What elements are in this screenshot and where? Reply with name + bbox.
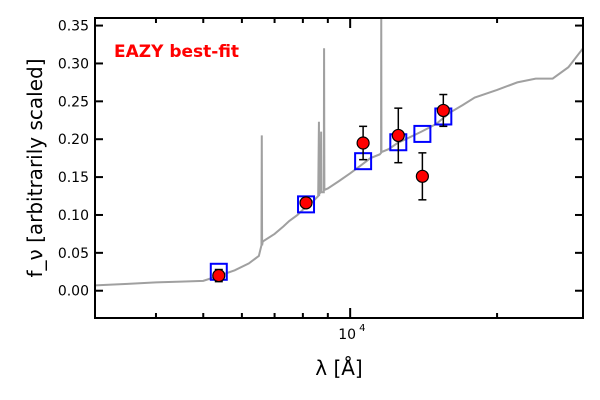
y-tick-label: 0.25 (58, 94, 89, 110)
y-tick-label: 0.00 (58, 284, 89, 300)
axes: 0.00 0.05 0.10 0.15 0.20 0.25 0.30 0.35 10 4 (58, 18, 583, 343)
x-axis-label: λ [Å] (315, 356, 362, 380)
y-axis-label: f_ν [arbitrarily scaled] (23, 59, 47, 278)
data-point (356, 136, 370, 150)
data-point (436, 103, 450, 118)
data-point (212, 268, 226, 283)
y-tick-label: 0.20 (58, 132, 89, 148)
y-tick-label: 0.30 (58, 56, 89, 72)
y-tick-label: 0.10 (58, 208, 89, 224)
data-point (391, 128, 405, 143)
marks-layer (209, 93, 453, 283)
x-tick-exponent: 4 (359, 323, 365, 334)
data-point (415, 169, 429, 183)
plot-frame (94, 17, 584, 319)
data-point (299, 196, 313, 210)
x-tick-label: 10 (338, 327, 356, 343)
annotation-eazy: EAZY best-fit (114, 42, 239, 62)
y-tick-label: 0.35 (58, 19, 89, 35)
y-tick-label: 0.05 (58, 246, 89, 262)
model-square (413, 124, 432, 143)
y-tick-label: 0.15 (58, 170, 89, 186)
